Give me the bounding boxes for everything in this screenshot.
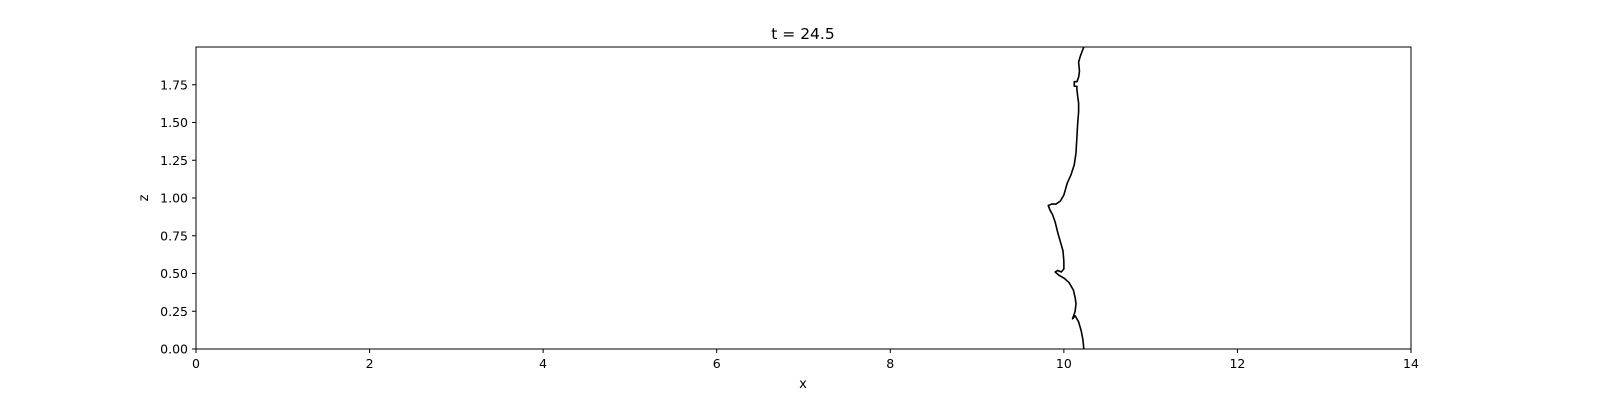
y-axis-label: z (137, 194, 152, 201)
x-tick-label: 6 (713, 356, 721, 371)
y-tick-label: 1.00 (160, 191, 188, 206)
y-tick-label: 1.50 (160, 115, 188, 130)
series-layer (1047, 47, 1085, 349)
x-tick-label: 12 (1229, 356, 1245, 371)
x-tick-label: 14 (1403, 356, 1419, 371)
y-tick-label: 0.75 (160, 228, 188, 243)
y-axis: 0.00 0.25 0.50 0.75 1.00 1.25 1.50 1.75 (160, 77, 196, 357)
y-tick-label: 0.00 (160, 342, 188, 357)
y-tick-label: 1.75 (160, 77, 188, 92)
y-tick-label: 0.25 (160, 304, 188, 319)
y-tick-label: 0.50 (160, 266, 188, 281)
x-tick-label: 0 (192, 356, 200, 371)
chart-title: t = 24.5 (771, 25, 834, 43)
x-tick-label: 8 (886, 356, 894, 371)
x-tick-label: 4 (539, 356, 547, 371)
interface-line-0 (1047, 47, 1085, 349)
x-axis: 0 2 4 6 8 10 12 14 (192, 349, 1419, 371)
x-tick-label: 2 (366, 356, 374, 371)
y-tick-label: 1.25 (160, 153, 188, 168)
x-tick-label: 10 (1056, 356, 1072, 371)
x-axis-label: x (799, 377, 807, 392)
